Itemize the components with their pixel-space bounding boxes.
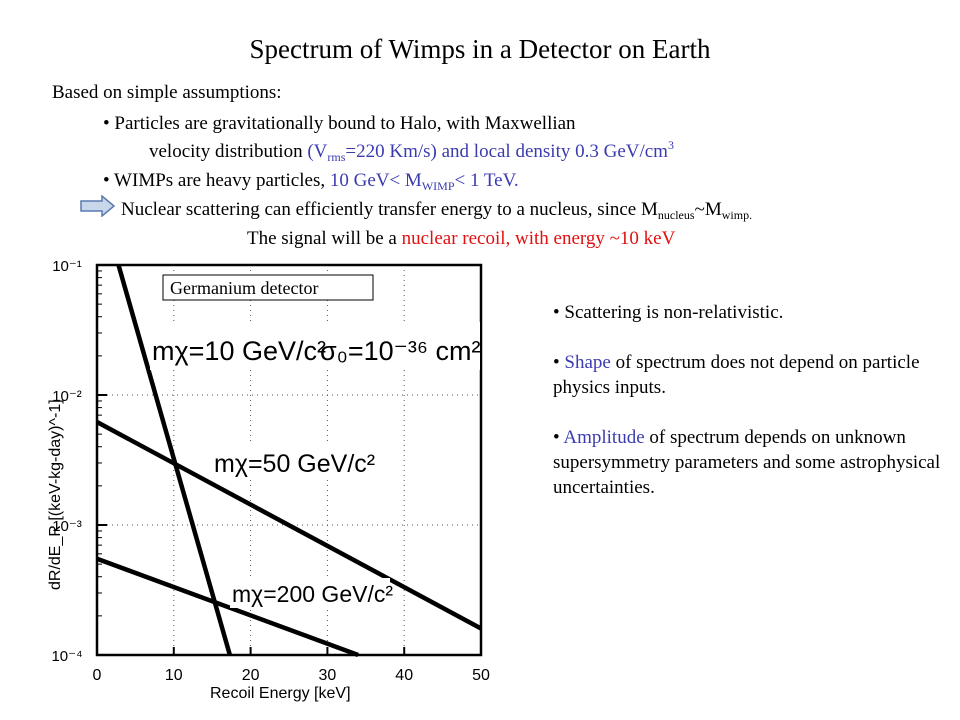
series-line-0 [116,264,233,656]
right-arrow-icon [80,195,116,217]
axis-ticks: 0 10 20 30 40 50 10⁻¹ 10⁻² 10⁻³ 10⁻⁴ [51,258,490,684]
series-label-10gev: mχ=10 GeV/c² [152,336,326,366]
annotation-germanium: Germanium detector [170,278,318,298]
x-tick-label: 10 [165,667,183,684]
bullet-velocity: velocity distribution (Vrms=220 Km/s) an… [149,138,674,164]
y-tick-label: 10⁻⁴ [51,648,82,665]
label-mask-10 [150,322,480,370]
wimp-text: • WIMPs are heavy particles, [103,170,330,191]
velocity-text: velocity distribution [149,141,308,162]
y-tick-label: 10⁻³ [52,518,82,535]
note-non-relativistic: • Scattering is non-relativistic. [553,302,784,323]
series-lines [95,264,483,658]
label-mask-200 [230,578,390,608]
y-axis-label: dR/dE_R [(keV-kg-day)^-1] [47,399,64,590]
series-line-2 [96,556,359,658]
plot-frame [95,263,483,657]
annotation-box [162,274,374,301]
wimp-mass-range: 10 GeV< MWIMP< 1 TeV. [329,170,519,193]
intro-text: Based on simple assumptions: [52,82,282,103]
x-tick-label: 40 [395,667,413,684]
cross-section-label: σ₀=10⁻³⁶ cm² [320,336,481,366]
x-axis-label: Recoil Energy [keV] [210,685,351,702]
series-label-50gev: mχ=50 GeV/c² [214,450,375,478]
label-mask-50 [212,445,362,479]
x-tick-label: 30 [319,667,337,684]
slide-title: Spectrum of Wimps in a Detector on Earth [249,34,711,64]
x-tick-label: 0 [93,667,102,684]
nuclear-scattering-text: Nuclear scattering can efficiently trans… [121,199,753,222]
y-tick-label: 10⁻¹ [52,258,82,275]
note-amplitude: • Amplitude of spectrum depends on unkno… [553,427,941,498]
y-tick-label: 10⁻² [52,388,82,405]
note-shape: • Shape of spectrum does not depend on p… [553,352,920,398]
notes-panel: • Scattering is non-relativistic. • Shap… [553,300,953,525]
signal-text: The signal will be a nuclear recoil, wit… [247,228,676,249]
nuclear-recoil-text: nuclear recoil [401,228,506,249]
series-line-1 [95,420,483,631]
bullet-halo: • Particles are gravitationally bound to… [103,113,576,134]
x-tick-label: 20 [242,667,260,684]
energy-text: , with energy ~10 keV [505,228,676,249]
x-tick-label: 50 [472,667,490,684]
vrms-text: (Vrms=220 Km/s) and local density 0.3 Ge… [307,138,674,164]
series-label-200gev: mχ=200 GeV/c² [232,581,393,607]
bullet-wimp-mass: • WIMPs are heavy particles, 10 GeV< MWI… [103,170,519,192]
